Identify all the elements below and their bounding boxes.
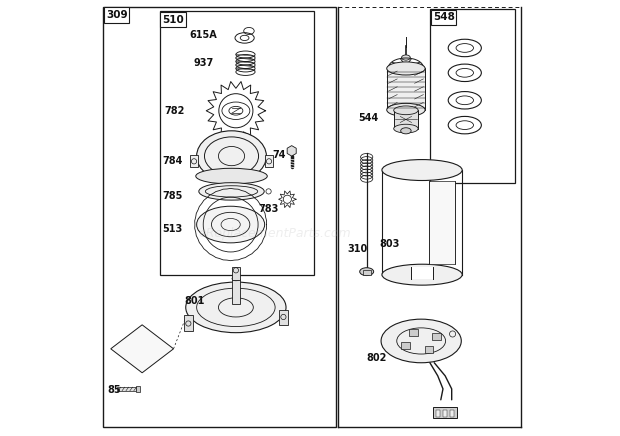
Ellipse shape [394, 106, 418, 115]
Polygon shape [111, 325, 174, 373]
Text: 615A: 615A [189, 30, 217, 40]
Text: 802: 802 [366, 353, 387, 362]
Bar [184, 315, 193, 331]
Bar [433, 407, 458, 418]
Text: 783: 783 [259, 204, 279, 214]
Bar [394, 110, 418, 129]
Ellipse shape [402, 55, 410, 60]
Text: 782: 782 [165, 106, 185, 116]
Text: 544: 544 [359, 113, 379, 123]
Bar [387, 68, 425, 110]
Text: 548: 548 [433, 13, 454, 22]
Ellipse shape [387, 62, 425, 75]
Bar [265, 155, 273, 167]
Bar [117, 387, 136, 391]
Bar [428, 181, 454, 264]
Text: 74: 74 [273, 150, 286, 160]
Ellipse shape [197, 206, 265, 243]
Bar [161, 12, 186, 27]
Ellipse shape [197, 131, 267, 181]
Text: 785: 785 [162, 191, 183, 201]
Text: 513: 513 [162, 224, 183, 234]
Ellipse shape [186, 282, 286, 333]
Ellipse shape [382, 160, 462, 181]
Text: 803: 803 [379, 239, 399, 249]
Ellipse shape [232, 276, 240, 281]
Bar [159, 11, 314, 275]
Text: 801: 801 [184, 296, 205, 306]
Ellipse shape [196, 168, 267, 184]
Bar [103, 7, 336, 427]
Ellipse shape [394, 124, 418, 133]
Bar [432, 333, 441, 340]
Bar [431, 10, 456, 25]
Bar [411, 267, 433, 279]
Ellipse shape [401, 128, 411, 134]
Bar [430, 9, 515, 183]
Bar [136, 386, 140, 392]
Text: 310: 310 [347, 244, 367, 253]
Ellipse shape [360, 268, 374, 276]
Bar [278, 310, 288, 325]
Bar [425, 346, 433, 353]
Bar [401, 342, 410, 349]
Bar [363, 270, 371, 275]
Ellipse shape [381, 319, 461, 363]
Bar [104, 7, 130, 23]
Ellipse shape [398, 62, 414, 73]
Bar [443, 410, 448, 417]
Ellipse shape [199, 183, 264, 200]
Bar [450, 410, 454, 417]
Text: 510: 510 [162, 15, 184, 24]
Text: 937: 937 [193, 58, 213, 68]
Bar [190, 155, 198, 167]
Bar [231, 267, 240, 280]
Bar [409, 329, 418, 336]
Text: 784: 784 [162, 157, 183, 166]
Text: 309: 309 [106, 10, 128, 20]
Ellipse shape [387, 103, 425, 116]
Text: 85: 85 [107, 385, 121, 395]
Bar [232, 279, 240, 304]
Text: eReplacementParts.com: eReplacementParts.com [199, 227, 352, 240]
Ellipse shape [382, 264, 462, 285]
Bar [436, 410, 440, 417]
